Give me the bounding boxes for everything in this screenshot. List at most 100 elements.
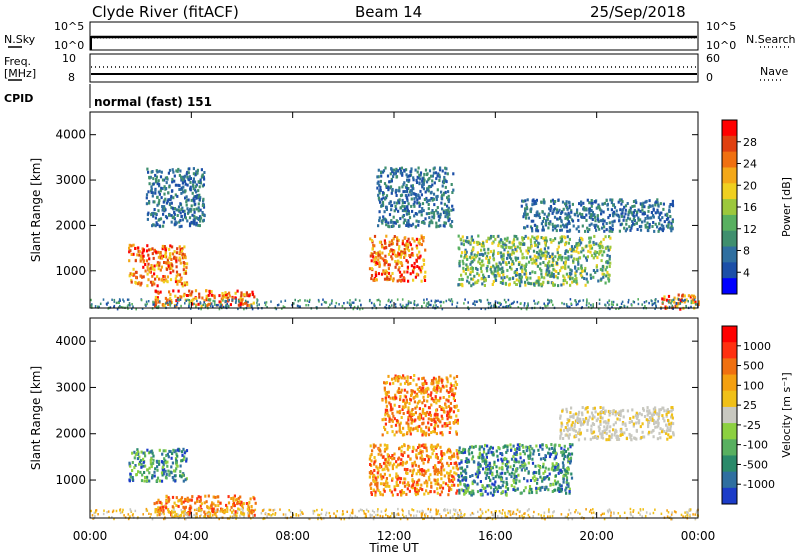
- echo-cell: [142, 460, 145, 464]
- echo-cell: [567, 241, 570, 245]
- echo-cell: [455, 491, 458, 495]
- echo-cell: [443, 468, 446, 472]
- echo-cell: [583, 277, 586, 280]
- echo-cell: [404, 395, 408, 399]
- echo-cell: [156, 296, 159, 300]
- echo-cell: [596, 214, 599, 218]
- echo-cell: [385, 246, 388, 250]
- echo-cell: [423, 473, 426, 477]
- echo-cell: [430, 391, 433, 395]
- echo-cell: [152, 211, 155, 215]
- echo-cell: [586, 300, 588, 303]
- echo-cell: [587, 249, 590, 253]
- echo-cell: [589, 276, 593, 280]
- echo-cell: [620, 198, 623, 202]
- echo-cell: [549, 209, 552, 212]
- echo-cell: [394, 378, 397, 382]
- echo-cell: [175, 208, 178, 212]
- echo-cell: [389, 461, 392, 465]
- echo-cell: [504, 245, 507, 249]
- echo-cell: [212, 495, 215, 499]
- echo-cell: [371, 247, 374, 251]
- echo-cell: [407, 187, 410, 190]
- echo-cell: [196, 194, 199, 198]
- echo-cell: [449, 299, 452, 303]
- echo-cell: [639, 202, 642, 206]
- echo-cell: [406, 431, 409, 435]
- echo-cell: [607, 273, 610, 277]
- echo-cell: [202, 199, 205, 203]
- echo-cell: [648, 199, 651, 203]
- echo-cell: [657, 216, 660, 220]
- echo-cell: [529, 487, 532, 491]
- echo-cell: [283, 306, 286, 309]
- echo-cell: [633, 222, 636, 226]
- echo-cell: [544, 466, 547, 470]
- echo-cell: [185, 299, 188, 302]
- echo-cell: [201, 213, 204, 217]
- echo-cell: [251, 290, 254, 294]
- echo-cell: [181, 252, 184, 256]
- echo-cell: [158, 263, 161, 267]
- echo-cell: [441, 184, 444, 188]
- echo-cell: [211, 501, 214, 505]
- echo-cell: [566, 207, 569, 211]
- echo-cell: [413, 396, 416, 399]
- echo-cell: [550, 467, 553, 471]
- echo-cell: [596, 225, 600, 229]
- echo-cell: [429, 413, 432, 417]
- echo-cell: [439, 389, 442, 393]
- echo-cell: [404, 185, 408, 189]
- echo-cell: [570, 452, 574, 456]
- echo-cell: [425, 212, 428, 216]
- echo-cell: [397, 378, 400, 382]
- echo-cell: [159, 252, 162, 256]
- echo-cell: [184, 216, 187, 220]
- echo-cell: [485, 239, 488, 243]
- echo-cell: [198, 193, 201, 197]
- echo-cell: [486, 464, 489, 468]
- echo-cell: [196, 499, 199, 503]
- echo-cell: [403, 388, 406, 392]
- echo-cell: [451, 454, 454, 458]
- echo-cell: [165, 495, 168, 499]
- echo-cell: [421, 450, 424, 454]
- echo-cell: [584, 266, 587, 270]
- echo-cell: [173, 250, 176, 254]
- echo-cell: [178, 220, 181, 224]
- echo-cell: [478, 463, 481, 466]
- echo-cell: [157, 201, 161, 205]
- echo-cell: [157, 218, 160, 222]
- echo-cell: [183, 179, 187, 183]
- echo-cell: [577, 302, 579, 306]
- nsky-tick-bottom: 10^0: [54, 39, 84, 52]
- echo-cell: [182, 473, 185, 477]
- echo-cell: [139, 283, 142, 287]
- echo-cell: [389, 300, 392, 304]
- echo-cell: [510, 262, 513, 266]
- echo-cell: [578, 300, 580, 303]
- echo-cell: [435, 453, 438, 456]
- echo-cell: [173, 207, 177, 210]
- echo-cell: [566, 467, 569, 470]
- echo-cell: [391, 477, 394, 481]
- echo-region: [457, 443, 574, 497]
- echo-cell: [525, 262, 528, 266]
- echo-cell: [158, 277, 161, 281]
- echo-cell: [245, 300, 248, 304]
- echo-cell: [445, 167, 448, 171]
- echo-cell: [422, 395, 425, 399]
- echo-cell: [147, 170, 150, 174]
- echo-cell: [421, 179, 424, 183]
- echo-cell: [266, 306, 268, 309]
- echo-cell: [185, 266, 188, 270]
- echo-cell: [90, 304, 93, 307]
- echo-cell: [200, 175, 203, 179]
- echo-cell: [242, 502, 245, 506]
- echo-cell: [407, 237, 410, 241]
- echo-cell: [529, 246, 532, 250]
- echo-cell: [464, 254, 467, 258]
- echo-cell: [585, 272, 588, 276]
- echo-cell: [457, 234, 460, 238]
- echo-cell: [418, 241, 421, 245]
